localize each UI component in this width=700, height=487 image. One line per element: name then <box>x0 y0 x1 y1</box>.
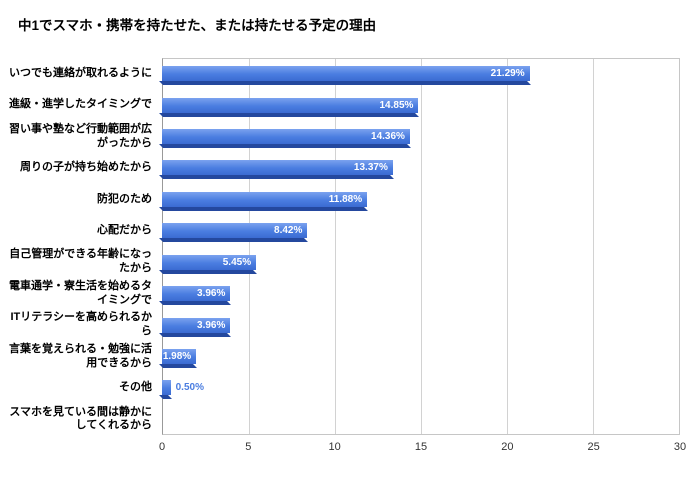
category-label: その他 <box>119 381 152 394</box>
chart-row: その他 0.50% <box>0 372 680 403</box>
x-axis-tick-label: 10 <box>328 441 341 453</box>
plot-area <box>162 58 680 435</box>
bar[interactable]: 21.29% <box>162 66 530 82</box>
x-axis-tick-label: 30 <box>673 441 687 453</box>
bar-area: 1.98% <box>162 341 680 372</box>
chart-title: 中1でスマホ・携帯を持たせた、または持たせる予定の理由 <box>18 18 377 33</box>
bar[interactable]: 3.96% <box>162 317 231 333</box>
bar-area: 13.37% <box>162 152 680 183</box>
category-label: いつでも連絡が取れるように <box>9 66 152 79</box>
category-label: 言葉を覚えられる・勉強に活用できるから <box>9 342 152 369</box>
category-label: 心配だから <box>97 223 152 236</box>
chart-row: 防犯のため 11.88% <box>0 184 680 215</box>
bar[interactable]: 14.36% <box>162 129 410 145</box>
category-label: 電車通学・寮生活を始めるタイミングで <box>9 279 152 306</box>
bar-area: 3.96% <box>162 309 680 340</box>
value-label: 13.37% <box>353 162 388 174</box>
x-axis-tick-label: 25 <box>587 441 600 453</box>
value-label: 3.96% <box>197 319 226 331</box>
gridline <box>249 59 250 434</box>
bar[interactable]: 5.45% <box>162 254 257 270</box>
value-label: 14.85% <box>379 99 414 111</box>
x-axis-tick-label: 0 <box>158 441 166 453</box>
chart-row: 習い事や塾など行動範囲が広がったから 14.36% <box>0 121 680 152</box>
x-axis-tick-label: 15 <box>414 441 428 453</box>
value-label: 1.98% <box>162 351 192 362</box>
bar[interactable]: 14.85% <box>162 97 419 113</box>
bar[interactable]: 3.96% <box>162 286 231 302</box>
chart-row: 自己管理ができる年齢になったから 5.45% <box>0 247 680 278</box>
x-axis-tick-label: 5 <box>245 441 252 453</box>
x-axis: 0 5 10 15 20 25 30 <box>158 441 686 457</box>
bar-rows: いつでも連絡が取れるように 21.29% 進級・進学したタイミングで 14.85% 習い… <box>0 58 680 435</box>
gridline <box>421 59 422 434</box>
bar[interactable]: 13.37% <box>162 160 393 176</box>
category-label: 防犯のため <box>97 192 152 205</box>
chart-row: ITリテラシーを高められるから 3.96% <box>0 309 680 340</box>
chart-row: いつでも連絡が取れるように 21.29% <box>0 58 680 89</box>
value-label: 11.88% <box>328 193 363 205</box>
gridline <box>335 59 336 434</box>
bar-area <box>162 404 680 435</box>
chart-row: 心配だから 8.42% <box>0 215 680 246</box>
value-label: 21.29% <box>490 68 525 80</box>
category-label: 自己管理ができる年齢になったから <box>9 248 152 275</box>
chart-row: 進級・進学したタイミングで 14.85% <box>0 89 680 120</box>
value-label: 8.42% <box>274 225 303 237</box>
bar-area: 3.96% <box>162 278 680 309</box>
category-label: ITリテラシーを高められるから <box>10 311 152 338</box>
gridline <box>593 59 594 434</box>
category-label: 習い事や塾など行動範囲が広がったから <box>9 122 152 149</box>
bar-area: 0.50% <box>162 372 680 403</box>
category-label: 進級・進学したタイミングで <box>9 98 152 111</box>
value-label: 0.50% <box>175 382 204 394</box>
bar[interactable] <box>162 380 171 396</box>
chart-row: 周りの子が持ち始めたから 13.37% <box>0 152 680 183</box>
chart-row: スマホを見ている間は静かにしてくれるから <box>0 404 680 435</box>
gridline <box>507 59 508 434</box>
bar-area: 8.42% <box>162 215 680 246</box>
x-axis-tick-label: 20 <box>501 441 514 453</box>
bar[interactable]: 8.42% <box>162 223 308 239</box>
bar[interactable]: 11.88% <box>162 191 368 207</box>
bar-area: 21.29% <box>162 58 680 89</box>
bar-area: 14.36% <box>162 121 680 152</box>
bar-area: 11.88% <box>162 184 680 215</box>
category-label: スマホを見ている間は静かにしてくれるから <box>9 405 152 432</box>
chart-row: 電車通学・寮生活を始めるタイミングで 3.96% <box>0 278 680 309</box>
category-label: 周りの子が持ち始めたから <box>20 161 152 174</box>
value-label: 14.36% <box>371 131 405 143</box>
value-label: 5.45% <box>222 256 252 268</box>
chart-row: 言葉を覚えられる・勉強に活用できるから 1.98% <box>0 341 680 372</box>
bar-area: 5.45% <box>162 247 680 278</box>
bar-area: 14.85% <box>162 89 680 120</box>
bar[interactable]: 1.98% <box>162 349 197 364</box>
value-label: 3.96% <box>197 288 226 300</box>
